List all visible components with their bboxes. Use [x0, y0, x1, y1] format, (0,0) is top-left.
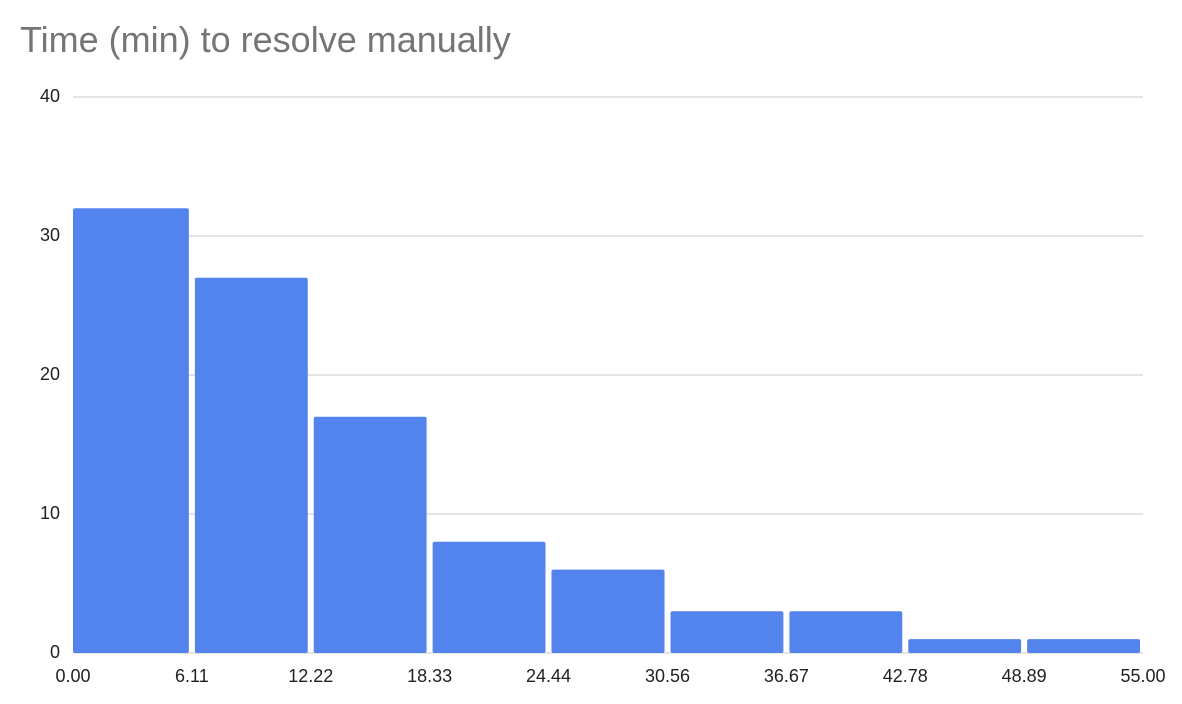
x-tick-label: 55.00: [1120, 666, 1165, 686]
x-tick-label: 6.11: [175, 666, 209, 686]
y-tick-label: 0: [50, 642, 60, 662]
bar: [551, 569, 665, 653]
x-tick-label: 12.22: [288, 666, 333, 686]
x-tick-label: 0.00: [55, 666, 90, 686]
x-tick-label: 30.56: [645, 666, 690, 686]
bar: [670, 611, 784, 653]
y-tick-label: 20: [40, 364, 60, 384]
y-tick-label: 10: [40, 503, 60, 523]
bar: [194, 277, 308, 653]
x-tick-label: 18.33: [407, 666, 452, 686]
bar: [789, 611, 903, 653]
x-tick-label: 42.78: [883, 666, 928, 686]
x-tick-label: 48.89: [1002, 666, 1047, 686]
chart-title: Time (min) to resolve manually: [20, 19, 511, 60]
x-tick-label: 36.67: [764, 666, 809, 686]
y-tick-label: 30: [40, 225, 60, 245]
y-tick-label: 40: [40, 86, 60, 106]
bar: [73, 208, 189, 653]
bar: [908, 639, 1022, 653]
x-tick-label: 24.44: [526, 666, 571, 686]
bar: [432, 541, 546, 653]
bar: [313, 416, 427, 653]
bar: [1027, 639, 1140, 653]
